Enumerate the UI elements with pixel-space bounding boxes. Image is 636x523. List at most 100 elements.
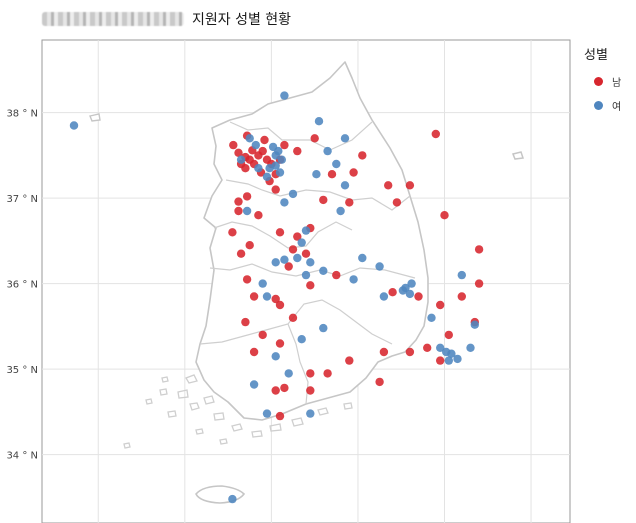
point-male <box>284 262 293 271</box>
point-female <box>457 270 466 280</box>
point-male <box>306 281 315 290</box>
point-female <box>271 151 280 160</box>
point-male <box>275 228 285 237</box>
point-male <box>258 146 267 156</box>
point-male <box>319 195 328 205</box>
point-female <box>466 343 475 352</box>
point-male <box>249 292 259 301</box>
point-male <box>280 140 289 150</box>
point-male <box>345 198 354 207</box>
legend-dot-male <box>594 76 603 86</box>
point-female <box>297 238 306 247</box>
point-male <box>457 292 466 301</box>
point-male <box>345 356 354 365</box>
y-axis-labels: 38 ° N 37 ° N 36 ° N 35 ° N 34 ° N <box>6 109 38 462</box>
point-female <box>288 189 298 199</box>
point-male <box>271 185 280 194</box>
southern-islands <box>123 374 353 449</box>
point-female <box>340 181 350 190</box>
point-male <box>275 339 285 348</box>
point-male <box>234 206 243 216</box>
point-male <box>379 347 389 357</box>
y-tick-label: 36 ° N <box>6 280 38 291</box>
legend-item-female: 여 <box>584 93 621 117</box>
point-female <box>436 343 445 352</box>
point-male <box>275 411 285 421</box>
point-female <box>280 255 289 264</box>
legend-dot-female <box>594 100 603 110</box>
y-tick-label: 38 ° N <box>6 109 38 120</box>
point-male <box>234 148 243 157</box>
point-male <box>306 369 315 378</box>
point-male <box>254 211 263 220</box>
point-female <box>297 335 306 344</box>
point-male <box>392 198 402 207</box>
point-male <box>288 313 298 322</box>
point-female <box>447 349 456 358</box>
y-tick-label: 37 ° N <box>6 194 38 205</box>
point-male <box>236 249 246 258</box>
point-female <box>407 279 416 288</box>
point-male <box>306 386 315 395</box>
point-male <box>228 228 237 237</box>
redacted-title-prefix <box>42 12 184 26</box>
y-tick-label: 34 ° N <box>6 451 38 462</box>
point-male <box>423 343 432 352</box>
point-male <box>245 241 254 250</box>
point-female <box>340 134 350 143</box>
y-tick-label: 35 ° N <box>6 365 38 376</box>
point-male <box>444 330 453 340</box>
point-male <box>388 288 397 297</box>
point-female <box>277 155 286 164</box>
data-points <box>69 91 484 504</box>
point-female <box>323 146 332 156</box>
point-male <box>275 300 285 310</box>
point-female <box>375 262 384 271</box>
point-female <box>398 286 408 295</box>
point-female <box>312 170 321 179</box>
point-female <box>314 117 324 126</box>
point-female <box>262 292 272 301</box>
point-male <box>358 151 367 160</box>
point-female <box>332 159 341 169</box>
point-female <box>245 134 254 143</box>
point-female <box>306 258 315 267</box>
point-female <box>379 292 389 301</box>
point-male <box>375 377 384 387</box>
point-female <box>69 121 79 130</box>
ulleungdo-outline <box>511 151 525 160</box>
point-female <box>453 354 462 364</box>
point-female <box>349 275 358 284</box>
legend-title: 성별 <box>584 48 608 63</box>
point-female <box>228 494 237 504</box>
point-female <box>280 198 289 207</box>
point-male <box>271 294 280 304</box>
point-male <box>474 279 484 288</box>
legend-item-male: 남 <box>584 69 621 93</box>
point-female <box>284 369 293 378</box>
point-male <box>384 181 393 190</box>
point-female <box>254 164 263 173</box>
point-male <box>280 383 289 393</box>
point-female <box>271 352 280 361</box>
point-female <box>236 155 246 164</box>
point-female <box>251 140 260 150</box>
point-male <box>405 347 415 357</box>
point-male <box>332 270 341 280</box>
point-female <box>293 253 302 263</box>
point-male <box>229 140 238 150</box>
title-text: 지원자 성별 현황 <box>192 12 292 28</box>
chart-title: 지원자 성별 현황 <box>42 6 291 32</box>
point-male <box>436 300 445 310</box>
point-male <box>288 245 298 254</box>
point-female <box>301 270 311 280</box>
point-male <box>293 146 302 156</box>
point-male <box>260 135 269 145</box>
point-male <box>431 129 440 139</box>
point-female <box>427 313 436 322</box>
point-female <box>271 258 280 267</box>
point-male <box>474 245 484 254</box>
nw-island-outline <box>89 113 101 122</box>
point-female <box>444 356 453 365</box>
point-male <box>245 155 254 164</box>
